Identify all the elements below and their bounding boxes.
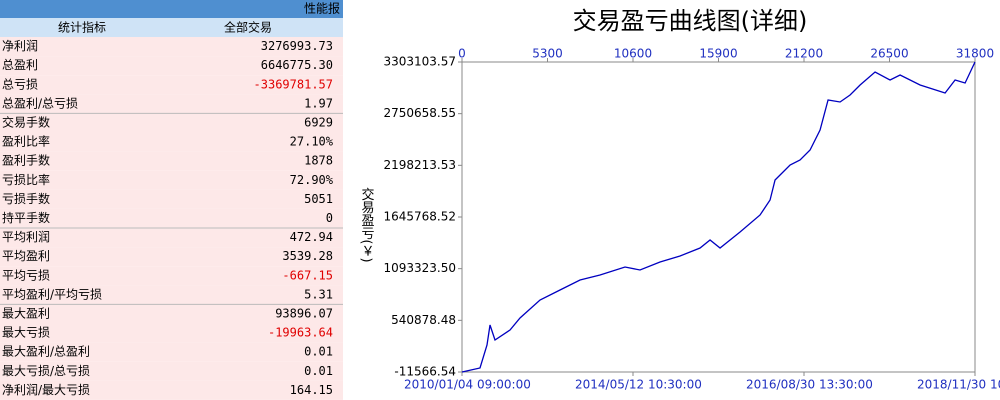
row-label: 平均盈利	[2, 249, 50, 263]
table-row	[0, 132, 343, 152]
row-label: 持平手数	[2, 210, 50, 225]
y-tick-label: 3303103.57	[383, 55, 456, 69]
row-value: -667.15	[282, 268, 333, 282]
row-value: 1878	[304, 154, 333, 168]
y-tick-label: -11566.54	[394, 365, 456, 379]
y-tick-label: 1093323.50	[383, 261, 456, 275]
table-row	[0, 247, 343, 267]
table-row	[0, 94, 343, 114]
row-label: 平均盈利/平均亏损	[2, 287, 102, 301]
table-row	[0, 285, 343, 305]
table-row	[0, 342, 343, 362]
row-value: 0.01	[304, 345, 333, 359]
row-value: 0	[326, 211, 333, 225]
x-tick-label: 15900	[699, 47, 737, 61]
plot-frame	[461, 61, 976, 373]
row-label: 最大盈利/总盈利	[2, 345, 90, 359]
x-tick-label: 26500	[870, 47, 908, 61]
row-label: 盈利手数	[2, 153, 50, 168]
x-tick-label: 5300	[532, 47, 563, 61]
y-tick-label: 1645768.52	[383, 210, 456, 224]
row-value: 93896.07	[275, 306, 333, 320]
row-value: 6646775.30	[261, 58, 333, 72]
row-value: 6929	[304, 115, 333, 129]
row-value: -3369781.57	[254, 77, 333, 91]
line	[461, 61, 976, 373]
row-label: 总盈利	[2, 58, 38, 72]
table-row	[0, 189, 343, 209]
x-tick-label: 21200	[785, 47, 823, 61]
y-axis-label: 交易盈亏(￥)	[359, 187, 375, 263]
row-value: -19963.64	[268, 326, 333, 340]
row-value: 472.94	[290, 230, 333, 244]
panel-title: 性能报	[304, 1, 340, 16]
row-label: 盈利比率	[2, 134, 50, 149]
row-label: 总亏损	[2, 77, 38, 91]
x2-tick-label: 2016/08/30 13:30:00	[746, 378, 873, 392]
x2-tick-label: 2010/01/04 09:00:00	[404, 378, 531, 392]
row-value: 5051	[304, 192, 333, 206]
column-header: 全部交易	[224, 20, 272, 35]
table-row	[0, 228, 343, 248]
table-row	[0, 380, 343, 400]
row-label: 最大亏损	[2, 326, 50, 340]
row-label: 最大盈利	[2, 306, 50, 320]
table-row	[0, 266, 343, 286]
table-row	[0, 37, 343, 57]
row-value: 5.31	[304, 287, 333, 301]
table-row	[0, 56, 343, 76]
x2-tick-label: 2018/11/30 10	[917, 378, 1000, 392]
row-label: 总盈利/总亏损	[2, 96, 78, 110]
toolbar	[0, 0, 343, 18]
row-value: 1.97	[304, 96, 333, 110]
table-row	[0, 323, 343, 343]
y-tick-label: 2750658.55	[383, 106, 456, 120]
table-header	[0, 18, 343, 37]
table-row	[0, 151, 343, 171]
row-value: 0.01	[304, 364, 333, 378]
row-label: 净利润/最大亏损	[2, 383, 90, 397]
row-label: 亏损比率	[2, 172, 50, 187]
table-row	[0, 170, 343, 190]
x-tick-label: 0	[458, 47, 466, 61]
row-label: 平均亏损	[2, 268, 50, 282]
column-header: 统计指标	[58, 20, 106, 35]
x-tick-label: 31800	[956, 47, 994, 61]
table-row	[0, 113, 343, 133]
row-value: 3539.28	[282, 249, 333, 263]
x2-tick-label: 2014/05/12 10:30:00	[575, 378, 702, 392]
row-label: 最大亏损/总亏损	[2, 364, 90, 378]
x-tick-label: 10600	[614, 47, 652, 61]
table-row	[0, 75, 343, 95]
chart-title: 交易盈亏曲线图(详细)	[573, 7, 808, 35]
y-tick-label: 540878.48	[391, 313, 456, 327]
row-value: 164.15	[290, 383, 333, 397]
table-row	[0, 361, 343, 381]
row-value: 27.10%	[290, 135, 334, 149]
table-row	[0, 304, 343, 324]
row-label: 交易手数	[2, 114, 50, 129]
table-row	[0, 208, 343, 228]
row-value: 3276993.73	[261, 39, 333, 53]
row-label: 平均利润	[2, 230, 50, 244]
row-value: 72.90%	[290, 173, 334, 187]
row-label: 净利润	[2, 39, 38, 53]
y-tick-label: 2198213.53	[383, 158, 456, 172]
row-label: 亏损手数	[2, 191, 50, 206]
